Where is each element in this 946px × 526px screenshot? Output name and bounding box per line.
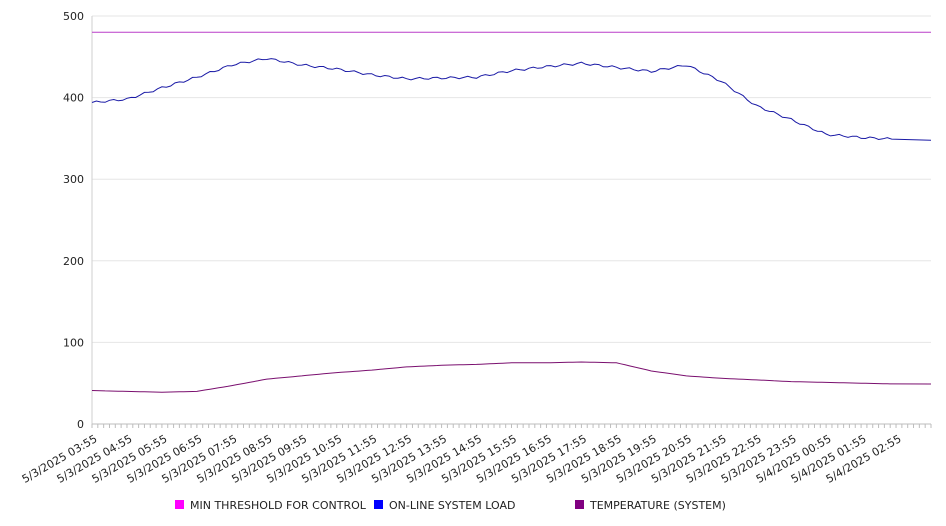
y-tick-label: 100 (63, 336, 84, 349)
y-axis: 0 100 200 300 400 500 (63, 10, 93, 431)
y-tick-label: 300 (63, 173, 84, 186)
legend-label: ON-LINE SYSTEM LOAD (389, 499, 515, 512)
legend-swatch (374, 500, 383, 509)
y-tick-label: 400 (63, 92, 84, 105)
x-axis: 5/3/2025 03:555/3/2025 04:555/3/2025 05:… (20, 423, 932, 486)
y-tick-label: 500 (63, 10, 84, 23)
series-line (91, 361, 932, 393)
legend: MIN THRESHOLD FOR CONTROL ON-LINE SYSTEM … (175, 499, 726, 512)
series-lines (91, 31, 932, 393)
series-line (91, 58, 932, 141)
legend-label: TEMPERATURE (SYSTEM) (589, 499, 726, 512)
legend-swatch (575, 500, 584, 509)
legend-swatch (175, 500, 184, 509)
y-tick-label: 200 (63, 255, 84, 268)
grid-lines (92, 15, 931, 343)
legend-label: MIN THRESHOLD FOR CONTROL (190, 499, 367, 512)
y-tick-label: 0 (77, 418, 84, 431)
